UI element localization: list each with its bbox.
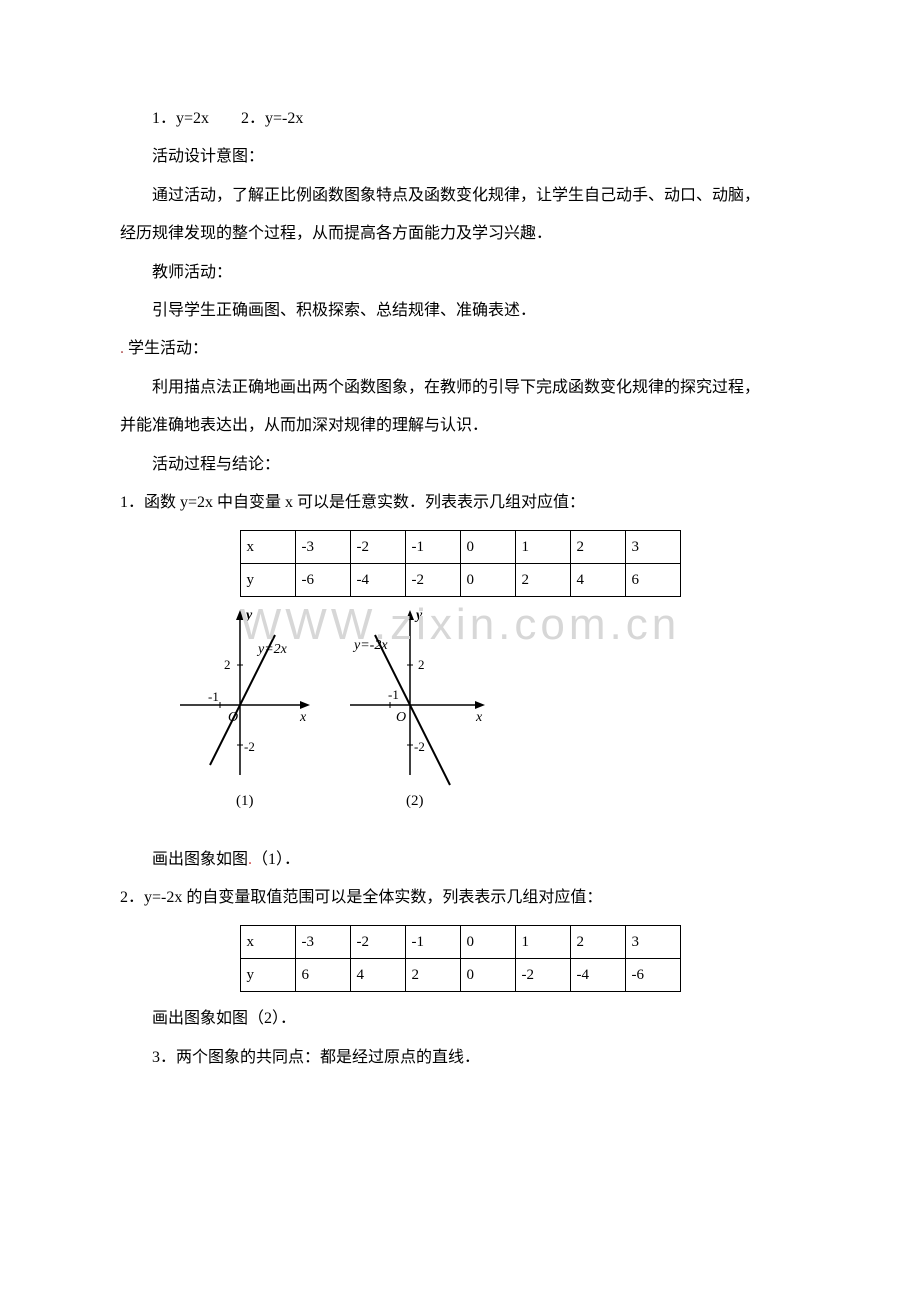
svg-text:-1: -1 xyxy=(388,687,399,702)
cell: 0 xyxy=(460,564,515,597)
table-2-wrap: x -3 -2 -1 0 1 2 3 y 6 4 2 0 -2 -4 -6 xyxy=(120,925,800,992)
student-body-2: 并能准确地表达出，从而加深对规律的理解与认识． xyxy=(120,407,800,445)
svg-text:(1): (1) xyxy=(236,793,254,809)
cell: -3 xyxy=(295,926,350,959)
svg-text:O: O xyxy=(228,710,238,725)
svg-text:-1: -1 xyxy=(208,689,219,704)
cell: 4 xyxy=(350,959,405,992)
leading-dot: . xyxy=(120,340,124,357)
cell: -3 xyxy=(295,531,350,564)
img1-caption: 画出图象如图.（1）． xyxy=(120,841,800,879)
svg-text:(2): (2) xyxy=(406,793,424,809)
cell: -2 xyxy=(405,564,460,597)
cell: 6 xyxy=(625,564,680,597)
svg-text:x: x xyxy=(299,710,307,725)
cell: 2 xyxy=(515,564,570,597)
cell: -4 xyxy=(570,959,625,992)
question-1: 1．函数 y=2x 中自变量 x 可以是任意实数．列表表示几组对应值： xyxy=(120,484,800,522)
cell: 2 xyxy=(570,531,625,564)
cell: -1 xyxy=(405,531,460,564)
cell: 1 xyxy=(515,926,570,959)
table-2: x -3 -2 -1 0 1 2 3 y 6 4 2 0 -2 -4 -6 xyxy=(240,925,681,992)
teacher-body: 引导学生正确画图、积极探索、总结规律、准确表述． xyxy=(120,292,800,330)
svg-text:y=-2x: y=-2x xyxy=(352,638,388,653)
line-formulas: 1．y=2x 2．y=-2x xyxy=(120,100,800,138)
design-title: 活动设计意图： xyxy=(120,138,800,176)
svg-text:y: y xyxy=(244,608,253,623)
caption-suffix: （1）． xyxy=(252,851,300,868)
design-body-1: 通过活动，了解正比例函数图象特点及函数变化规律，让学生自己动手、动口、动脑， xyxy=(120,177,800,215)
teacher-title: 教师活动： xyxy=(120,254,800,292)
question-2: 2．y=-2x 的自变量取值范围可以是全体实数，列表表示几组对应值： xyxy=(120,879,800,917)
graph-2: y x O 2 -1 -2 y=-2x (2) xyxy=(350,608,485,809)
student-body-1: 利用描点法正确地画出两个函数图象，在教师的引导下完成函数变化规律的探究过程， xyxy=(120,369,800,407)
table-1: x -3 -2 -1 0 1 2 3 y -6 -4 -2 0 2 4 6 xyxy=(240,530,681,597)
cell: 4 xyxy=(570,564,625,597)
cell: 0 xyxy=(460,531,515,564)
student-title: 学生活动： xyxy=(128,340,208,357)
cell: -4 xyxy=(350,564,405,597)
cell: 3 xyxy=(625,926,680,959)
table-row: y -6 -4 -2 0 2 4 6 xyxy=(240,564,680,597)
svg-text:-2: -2 xyxy=(244,739,255,754)
question-3: 3．两个图象的共同点：都是经过原点的直线． xyxy=(120,1039,800,1077)
cell: 6 xyxy=(295,959,350,992)
design-body-2: 经历规律发现的整个过程，从而提高各方面能力及学习兴趣． xyxy=(120,215,800,253)
cell: 0 xyxy=(460,959,515,992)
svg-text:2: 2 xyxy=(418,657,425,672)
table-row: x -3 -2 -1 0 1 2 3 xyxy=(240,926,680,959)
table-1-wrap: x -3 -2 -1 0 1 2 3 y -6 -4 -2 0 2 4 6 xyxy=(120,530,800,597)
img2-caption: 画出图象如图（2）． xyxy=(120,1000,800,1038)
cell: 3 xyxy=(625,531,680,564)
svg-text:y=2x: y=2x xyxy=(256,642,288,657)
table-row: x -3 -2 -1 0 1 2 3 xyxy=(240,531,680,564)
cell: y xyxy=(240,959,295,992)
cell: 2 xyxy=(570,926,625,959)
cell: x xyxy=(240,531,295,564)
cell: -2 xyxy=(350,926,405,959)
process-title: 活动过程与结论： xyxy=(120,446,800,484)
cell: -6 xyxy=(625,959,680,992)
table-row: y 6 4 2 0 -2 -4 -6 xyxy=(240,959,680,992)
graphs-svg: y x O 2 -1 -2 y=2x (1) y x xyxy=(160,605,500,825)
cell: 2 xyxy=(405,959,460,992)
cell: 0 xyxy=(460,926,515,959)
caption-prefix: 画出图象如图 xyxy=(152,851,248,868)
cell: x xyxy=(240,926,295,959)
svg-text:-2: -2 xyxy=(414,739,425,754)
svg-text:y: y xyxy=(414,608,423,623)
cell: -2 xyxy=(515,959,570,992)
graph-1: y x O 2 -1 -2 y=2x (1) xyxy=(180,608,310,809)
cell: -6 xyxy=(295,564,350,597)
cell: -2 xyxy=(350,531,405,564)
cell: 1 xyxy=(515,531,570,564)
svg-text:O: O xyxy=(396,710,406,725)
cell: y xyxy=(240,564,295,597)
svg-text:2: 2 xyxy=(224,657,231,672)
cell: -1 xyxy=(405,926,460,959)
function-graphs: y x O 2 -1 -2 y=2x (1) y x xyxy=(160,605,800,840)
student-title-line: . 学生活动： xyxy=(120,330,800,368)
svg-text:x: x xyxy=(475,710,483,725)
